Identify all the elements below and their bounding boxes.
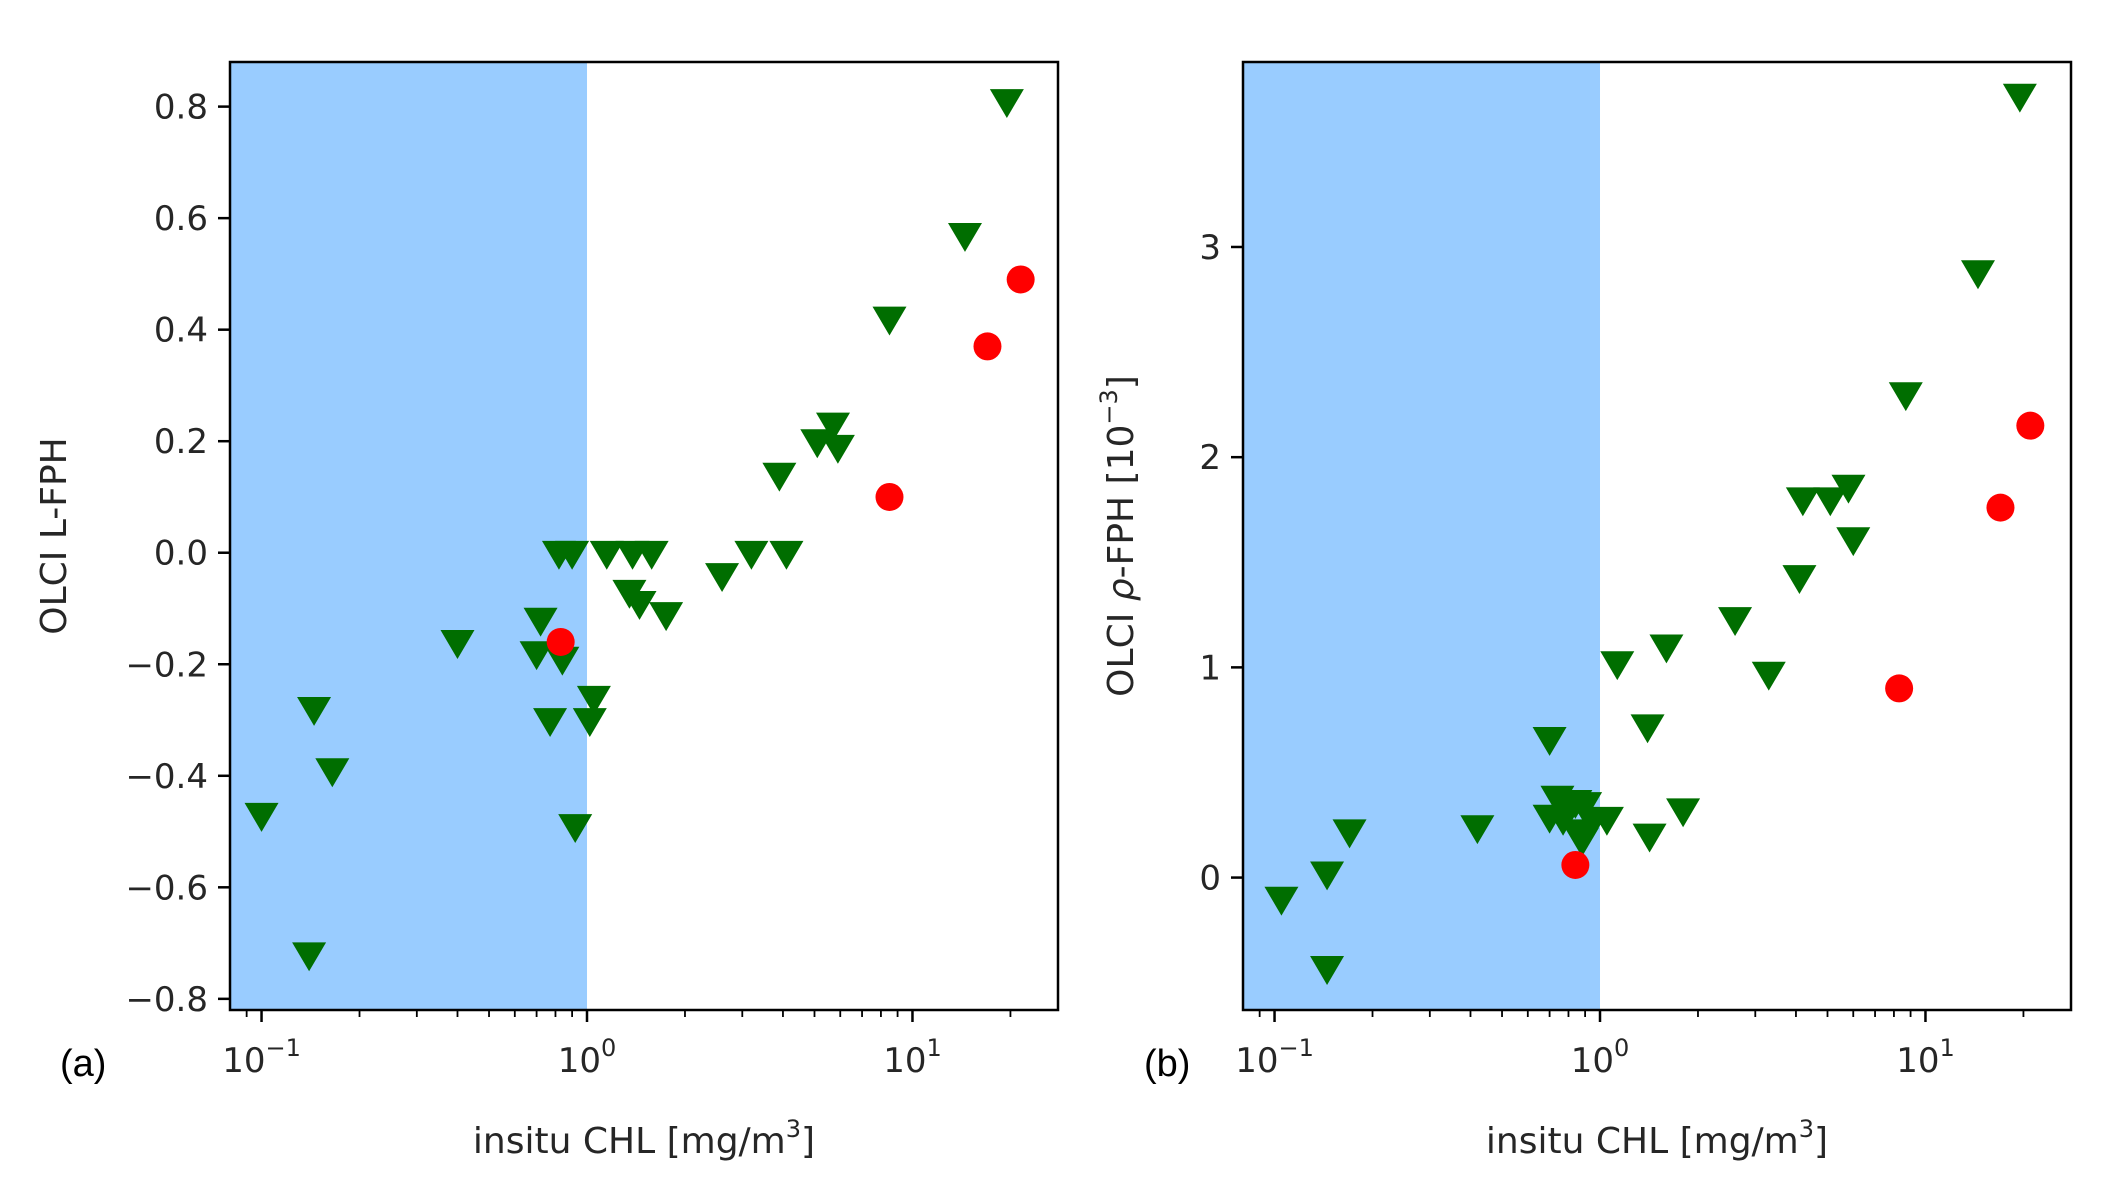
triangle-point [1888, 382, 1923, 412]
y-tick-label: 0.0 [154, 534, 208, 574]
x-tick-label: 10−1 [1235, 1034, 1314, 1081]
triangle-point [1632, 823, 1667, 853]
triangle-point [1532, 726, 1567, 756]
triangle-point [947, 222, 982, 252]
triangle-point [519, 641, 554, 671]
y-tick-label: 0.8 [154, 88, 208, 128]
x-tick-label: 100 [558, 1034, 617, 1081]
y-tick-label: 1 [1199, 648, 1221, 688]
triangle-point [1649, 634, 1684, 664]
triangle-point [1589, 806, 1624, 836]
triangle-point [1782, 565, 1817, 594]
panel-a-xlabel: insitu CHL [mg/m3] [473, 1115, 815, 1162]
triangle-point [1666, 798, 1701, 828]
panel-a-frame [228, 60, 1060, 1012]
triangle-point [533, 708, 568, 738]
panel-a-shaded-region [230, 62, 588, 1010]
circle-point [875, 482, 904, 511]
y-tick-label: −0.8 [125, 980, 208, 1020]
panel-b: 3 2 1 0 10−1 100 101 OLCI ρ-FPH [10−3] insitu … [1095, 60, 2073, 1162]
triangle-point [1785, 487, 1820, 517]
triangle-point [1264, 886, 1299, 916]
y-tick-label: 0.2 [154, 422, 208, 462]
triangle-point [1718, 607, 1753, 637]
y-tick-label: 3 [1199, 228, 1221, 268]
triangle-point [816, 412, 851, 442]
triangle-point [1568, 792, 1603, 822]
panel-a-label: (a) [60, 1043, 106, 1085]
triangle-point [576, 685, 611, 715]
triangle-point [872, 306, 907, 336]
triangle-point [558, 814, 593, 843]
triangle-point [292, 942, 327, 972]
panel-b-ylabel: OLCI ρ-FPH [10−3] [1095, 375, 1142, 697]
y-tick-label: 2 [1199, 438, 1221, 478]
triangle-point [1960, 260, 1995, 290]
triangle-point [649, 602, 684, 632]
triangle-point [2002, 83, 2037, 113]
triangle-point [1831, 474, 1866, 504]
triangle-point [769, 540, 804, 570]
panel-b-label: (b) [1144, 1043, 1190, 1085]
triangle-point [244, 802, 279, 832]
triangle-point [589, 540, 624, 570]
triangle-point [1630, 714, 1665, 744]
triangle-point [762, 462, 797, 492]
triangle-point [1460, 815, 1495, 845]
x-tick-label: 101 [883, 1034, 942, 1081]
triangle-point [820, 434, 855, 464]
y-tick-label: 0 [1199, 859, 1221, 899]
triangle-point [572, 708, 607, 738]
triangle-point [1310, 956, 1345, 985]
y-tick-label: −0.2 [125, 645, 208, 685]
panel-b-xlabel: insitu CHL [mg/m3] [1486, 1115, 1828, 1162]
y-tick-label: −0.6 [125, 868, 208, 908]
circle-point [1986, 493, 2015, 522]
triangle-point [315, 758, 350, 788]
triangle-point [622, 591, 657, 620]
triangle-point [555, 540, 590, 570]
triangle-point [440, 630, 475, 659]
y-tick-label: −0.4 [125, 757, 208, 797]
y-tick-label: 0.6 [154, 199, 208, 239]
triangle-point [523, 607, 558, 637]
triangle-point [1564, 827, 1599, 857]
panel-b-frame [1241, 60, 2073, 1012]
triangle-point [1813, 487, 1848, 517]
circle-point [1006, 265, 1035, 294]
triangle-point [705, 563, 740, 593]
panel-a-ylabel: OLCI L-FPH [34, 437, 75, 635]
circle-point [973, 332, 1002, 361]
triangle-point [634, 540, 669, 570]
x-tick-label: 10−1 [222, 1034, 301, 1081]
circle-point [2016, 411, 2045, 440]
triangle-point [989, 89, 1024, 119]
y-tick-label: 0.4 [154, 311, 208, 351]
triangle-point [734, 540, 769, 570]
circle-point [1885, 674, 1914, 703]
circle-point [546, 627, 575, 656]
triangle-point [1332, 819, 1367, 849]
triangle-point [1751, 661, 1786, 691]
circle-point [1561, 850, 1590, 879]
panel-b-shaded-region [1243, 62, 1601, 1010]
panel-a: 0.8 0.6 0.4 0.2 0.0 −0.2 −0.4 −0.6 −0.8 10−1 100 10… [34, 60, 1060, 1162]
triangle-point [1600, 651, 1635, 681]
triangle-point [297, 696, 332, 726]
x-tick-label: 101 [1896, 1034, 1955, 1081]
triangle-point [1836, 527, 1871, 557]
triangle-point [1310, 861, 1345, 891]
x-tick-label: 100 [1571, 1034, 1630, 1081]
